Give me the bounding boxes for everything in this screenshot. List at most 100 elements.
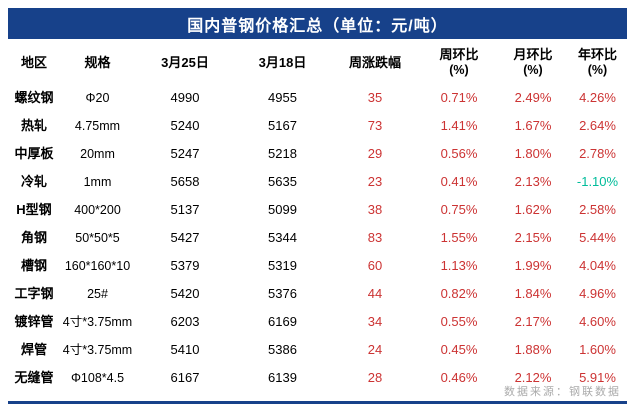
week-change-cell: 44 <box>367 286 383 301</box>
price-table: 地区 规格 3月25日 3月18日 周涨跌幅 周环比 (%) 月环比 (%) 年环比 (%) 螺纹钢… <box>8 42 627 392</box>
mom-percent-cell: 1.84% <box>514 286 552 301</box>
price-previous-cell: 5167 <box>268 118 297 133</box>
wow-percent-cell: 0.45% <box>440 342 478 357</box>
week-change-cell: 29 <box>367 146 383 161</box>
spec-cell: 4寸*3.75mm <box>62 343 133 357</box>
title-bar: 国内普钢价格汇总（单位：元/吨） <box>8 8 627 39</box>
region-cell: 螺纹钢 <box>14 90 54 105</box>
spec-cell: 50*50*5 <box>75 231 120 245</box>
column-header: 3月18日 <box>258 54 307 70</box>
week-change-cell: 35 <box>367 90 383 105</box>
mom-percent-cell: 1.67% <box>514 118 552 133</box>
price-previous-cell: 6139 <box>268 370 297 385</box>
price-previous-cell: 5376 <box>268 286 297 301</box>
wow-percent-cell: 1.55% <box>440 230 478 245</box>
data-source-note: 数据来源：钢联数据 <box>504 386 621 398</box>
yoy-percent-cell: 1.60% <box>579 342 616 357</box>
price-previous-cell: 5218 <box>268 146 297 161</box>
wow-percent-cell: 0.75% <box>440 202 478 217</box>
price-current-cell: 5247 <box>170 146 200 161</box>
week-change-cell: 34 <box>367 314 383 329</box>
table-row: 镀锌管 4寸*3.75mm 6203 6169 34 0.55% 2.17% 4.60% <box>8 308 627 336</box>
yoy-percent-cell: 4.60% <box>579 314 616 329</box>
price-previous-cell: 4955 <box>268 90 297 105</box>
yoy-percent-cell: 5.91% <box>579 370 616 385</box>
yoy-percent-cell: -1.10% <box>576 174 619 189</box>
price-current-cell: 5137 <box>170 202 200 217</box>
mom-percent-cell: 2.15% <box>514 230 552 245</box>
region-cell: 中厚板 <box>14 146 54 161</box>
week-change-cell: 23 <box>367 174 383 189</box>
price-current-cell: 5379 <box>170 258 200 273</box>
region-cell: 焊管 <box>20 342 47 357</box>
mom-percent-cell: 2.17% <box>514 314 552 329</box>
price-previous-cell: 5099 <box>268 202 297 217</box>
region-cell: H型钢 <box>16 202 52 217</box>
table-row: 角钢 50*50*5 5427 5344 83 1.55% 2.15% 5.44% <box>8 224 627 252</box>
week-change-cell: 38 <box>367 202 383 217</box>
bottom-rule <box>8 401 627 404</box>
price-current-cell: 6167 <box>170 370 200 385</box>
column-header: 年环比 (%) <box>577 47 617 78</box>
yoy-percent-cell: 4.26% <box>579 90 616 105</box>
table-row: 中厚板 20mm 5247 5218 29 0.56% 1.80% 2.78% <box>8 140 627 168</box>
week-change-cell: 24 <box>367 342 383 357</box>
spec-cell: 4.75mm <box>74 119 121 133</box>
price-current-cell: 6203 <box>170 314 200 329</box>
mom-percent-cell: 1.99% <box>514 258 552 273</box>
column-header: 月环比 (%) <box>513 47 553 78</box>
table-row: 无缝管 Φ108*4.5 6167 6139 28 0.46% 2.12% 5.91% <box>8 364 627 392</box>
spec-cell: 4寸*3.75mm <box>62 315 133 329</box>
table-row: 热轧 4.75mm 5240 5167 73 1.41% 1.67% 2.64% <box>8 112 627 140</box>
region-cell: 工字钢 <box>14 286 54 301</box>
wow-percent-cell: 1.41% <box>440 118 478 133</box>
price-previous-cell: 5386 <box>268 342 297 357</box>
wow-percent-cell: 0.55% <box>440 314 478 329</box>
wow-percent-cell: 0.46% <box>440 370 478 385</box>
table-row: H型钢 400*200 5137 5099 38 0.75% 1.62% 2.58% <box>8 196 627 224</box>
table-row: 槽钢 160*160*10 5379 5319 60 1.13% 1.99% 4.04% <box>8 252 627 280</box>
price-previous-cell: 5319 <box>268 258 297 273</box>
spec-cell: 400*200 <box>74 203 121 217</box>
table-row: 工字钢 25# 5420 5376 44 0.82% 1.84% 4.96% <box>8 280 627 308</box>
yoy-percent-cell: 2.78% <box>579 146 616 161</box>
column-header: 地区 <box>20 54 47 70</box>
mom-percent-cell: 2.13% <box>514 174 552 189</box>
wow-percent-cell: 0.71% <box>440 90 478 105</box>
spec-cell: 1mm <box>83 175 112 189</box>
column-header: 周涨跌幅 <box>348 54 401 70</box>
region-cell: 镀锌管 <box>14 314 54 329</box>
spec-cell: Φ20 <box>85 91 110 105</box>
column-header: 规格 <box>84 54 111 70</box>
yoy-percent-cell: 2.58% <box>579 202 616 217</box>
wow-percent-cell: 1.13% <box>440 258 478 273</box>
region-cell: 冷轧 <box>20 174 47 189</box>
mom-percent-cell: 1.80% <box>514 146 552 161</box>
column-header: 3月25日 <box>161 54 209 70</box>
region-cell: 无缝管 <box>14 370 54 385</box>
table-header-row: 地区 规格 3月25日 3月18日 周涨跌幅 周环比 (%) 月环比 (%) 年环比 (%) <box>8 42 627 84</box>
yoy-percent-cell: 5.44% <box>579 230 616 245</box>
yoy-percent-cell: 4.96% <box>579 286 616 301</box>
region-cell: 热轧 <box>20 118 47 133</box>
table-row: 焊管 4寸*3.75mm 5410 5386 24 0.45% 1.88% 1.60% <box>8 336 627 364</box>
price-previous-cell: 6169 <box>268 314 297 329</box>
yoy-percent-cell: 4.04% <box>579 258 616 273</box>
mom-percent-cell: 2.12% <box>514 370 552 385</box>
table-body: 螺纹钢 Φ20 4990 4955 35 0.71% 2.49% 4.26% 热轧 4.75mm 5… <box>8 84 627 392</box>
wow-percent-cell: 0.82% <box>440 286 478 301</box>
mom-percent-cell: 1.62% <box>514 202 552 217</box>
price-current-cell: 5658 <box>170 174 200 189</box>
region-cell: 槽钢 <box>20 258 47 273</box>
region-cell: 角钢 <box>20 230 47 245</box>
price-current-cell: 5427 <box>170 230 200 245</box>
price-current-cell: 5420 <box>170 286 200 301</box>
wow-percent-cell: 0.41% <box>440 174 478 189</box>
price-current-cell: 5410 <box>170 342 200 357</box>
spec-cell: Φ108*4.5 <box>70 371 125 385</box>
price-previous-cell: 5635 <box>268 174 297 189</box>
spec-cell: 25# <box>87 287 108 301</box>
spec-cell: 20mm <box>80 147 115 161</box>
week-change-cell: 83 <box>367 230 383 245</box>
